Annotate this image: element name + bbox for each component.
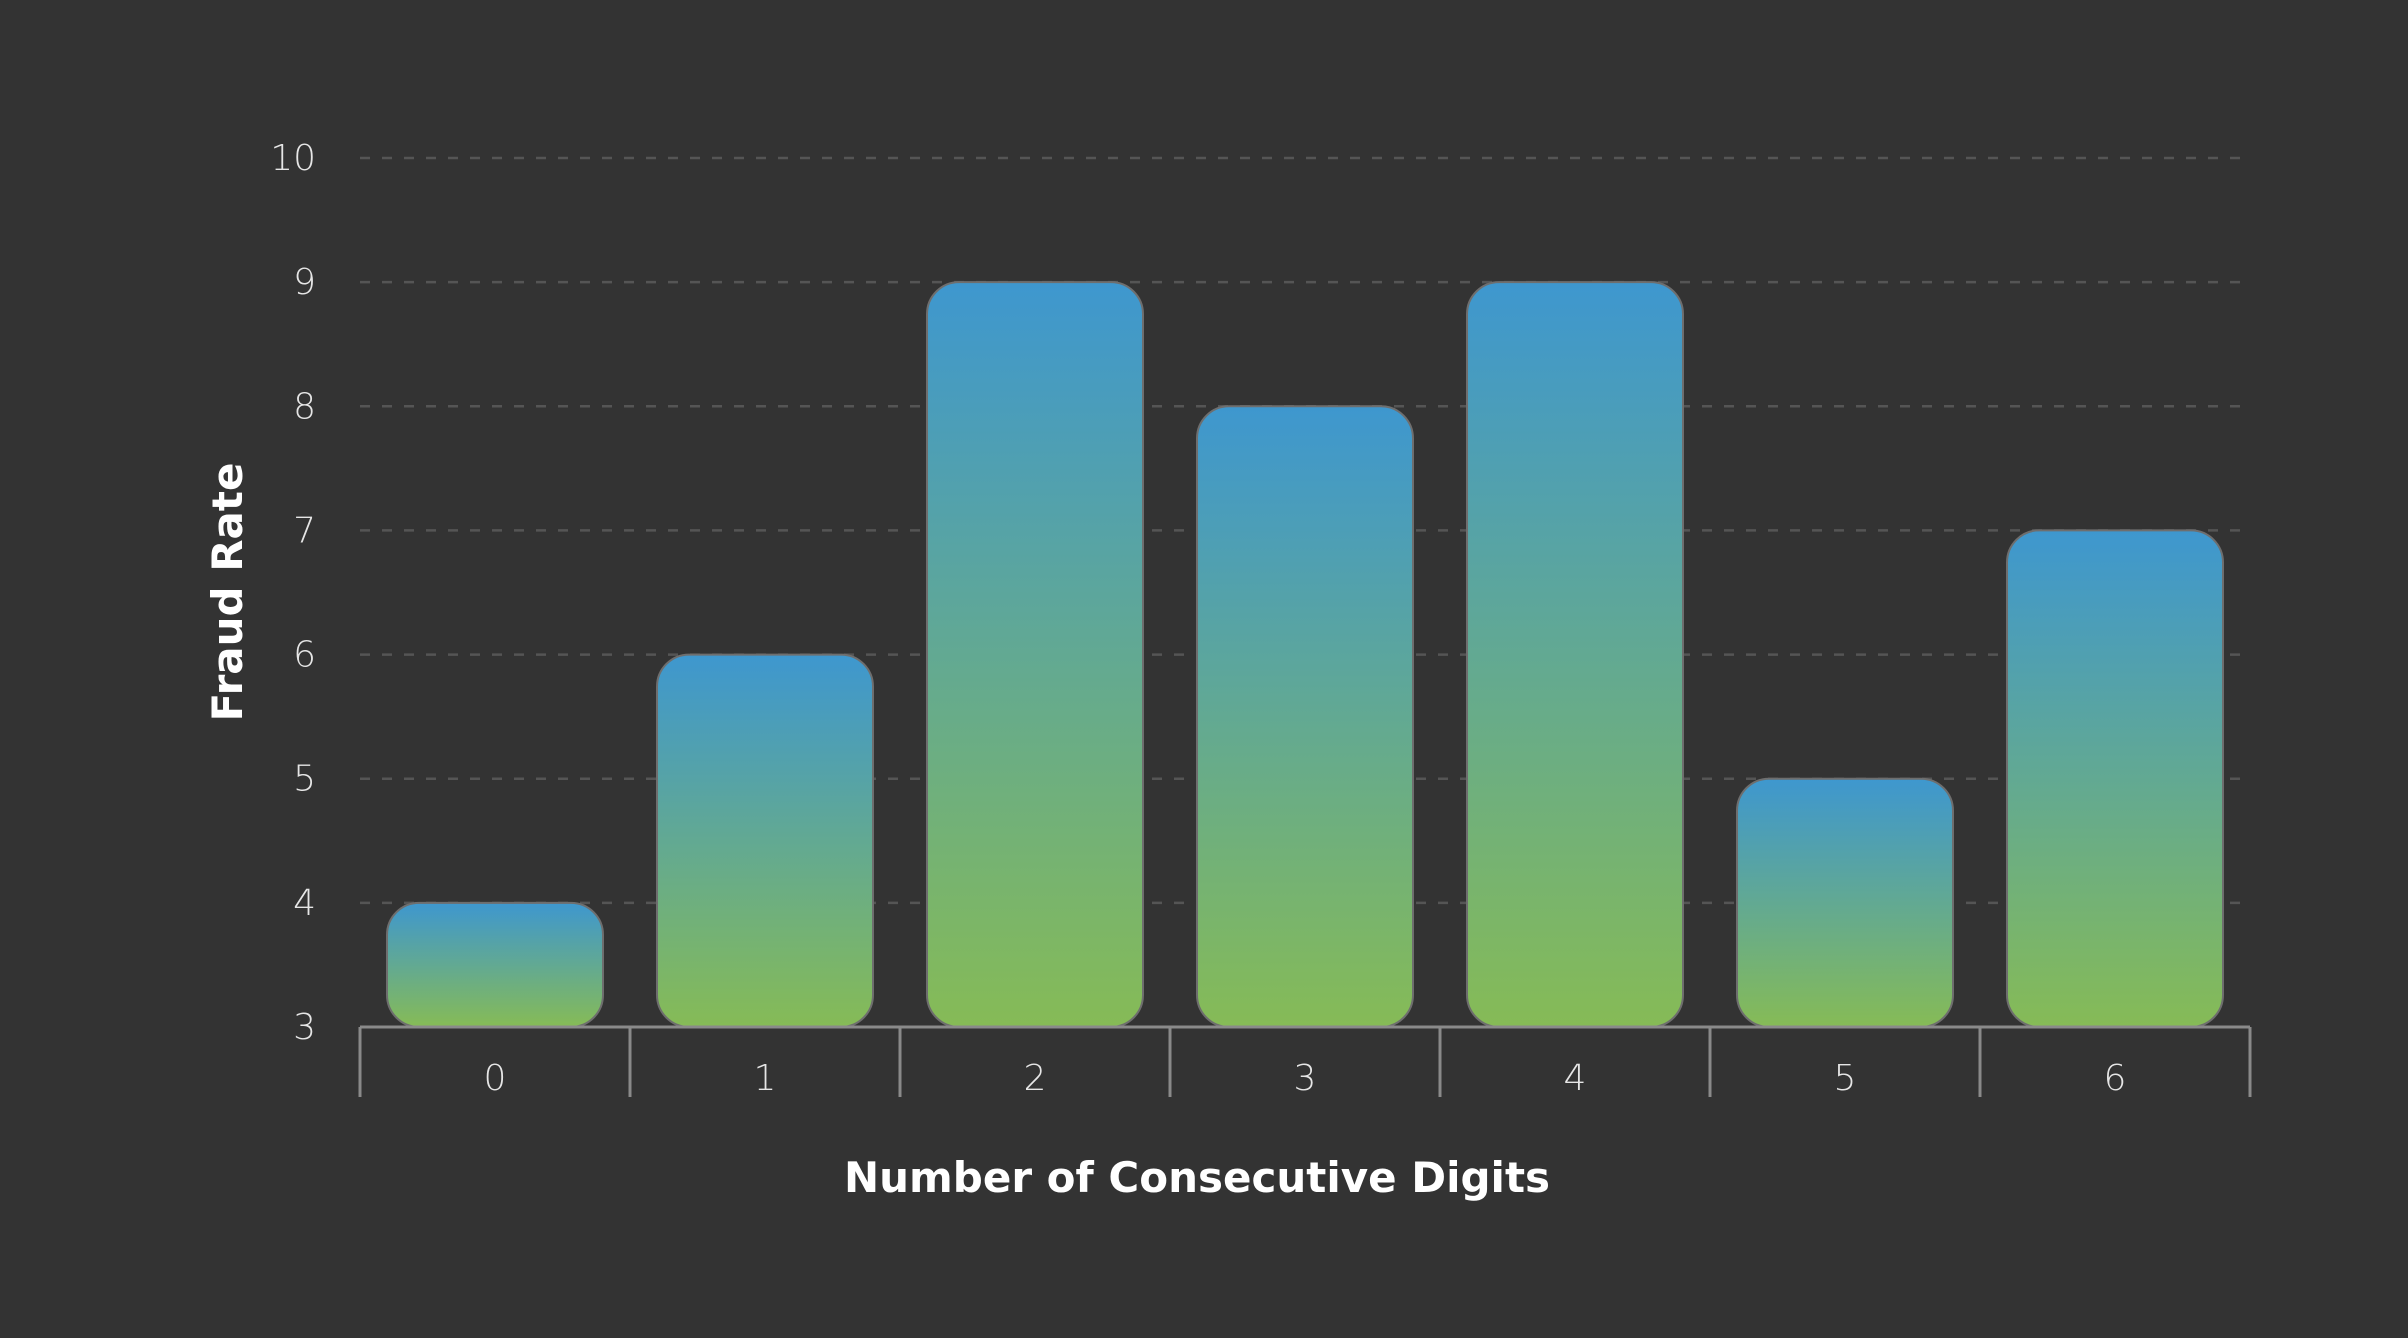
x-tick-label: 2 [1024, 1058, 1047, 1099]
bar-1 [656, 653, 874, 1028]
x-tick-label: 4 [1564, 1058, 1587, 1099]
bar-5 [1736, 777, 1954, 1029]
y-tick-label: 7 [293, 510, 316, 551]
bar-6 [2006, 529, 2224, 1029]
y-tick-label: 3 [293, 1007, 316, 1048]
x-tick-label: 0 [484, 1058, 507, 1099]
x-tick-label: 3 [1294, 1058, 1317, 1099]
y-axis-ticks: 3 4 5 6 7 8 9 10 [270, 138, 316, 1048]
y-tick-label: 4 [293, 883, 316, 924]
x-axis [358, 1025, 2252, 1097]
bar-2 [926, 281, 1144, 1028]
y-axis-title: Fraud Rate [203, 463, 252, 722]
bar-0 [386, 901, 604, 1028]
x-tick-label: 6 [2104, 1058, 2127, 1099]
x-tick-label: 1 [754, 1058, 777, 1099]
bar-4 [1466, 281, 1684, 1028]
y-tick-label: 9 [293, 262, 316, 303]
x-tick-label: 5 [1834, 1058, 1857, 1099]
bar-3 [1196, 405, 1414, 1028]
y-tick-label: 8 [293, 386, 316, 427]
bars [386, 281, 2224, 1029]
y-tick-label: 6 [293, 635, 316, 676]
x-axis-title: Number of Consecutive Digits [844, 1153, 1550, 1202]
y-tick-label: 5 [293, 759, 316, 800]
y-tick-label: 10 [270, 138, 316, 179]
x-axis-ticks: 0 1 2 3 4 5 6 [484, 1058, 2127, 1099]
